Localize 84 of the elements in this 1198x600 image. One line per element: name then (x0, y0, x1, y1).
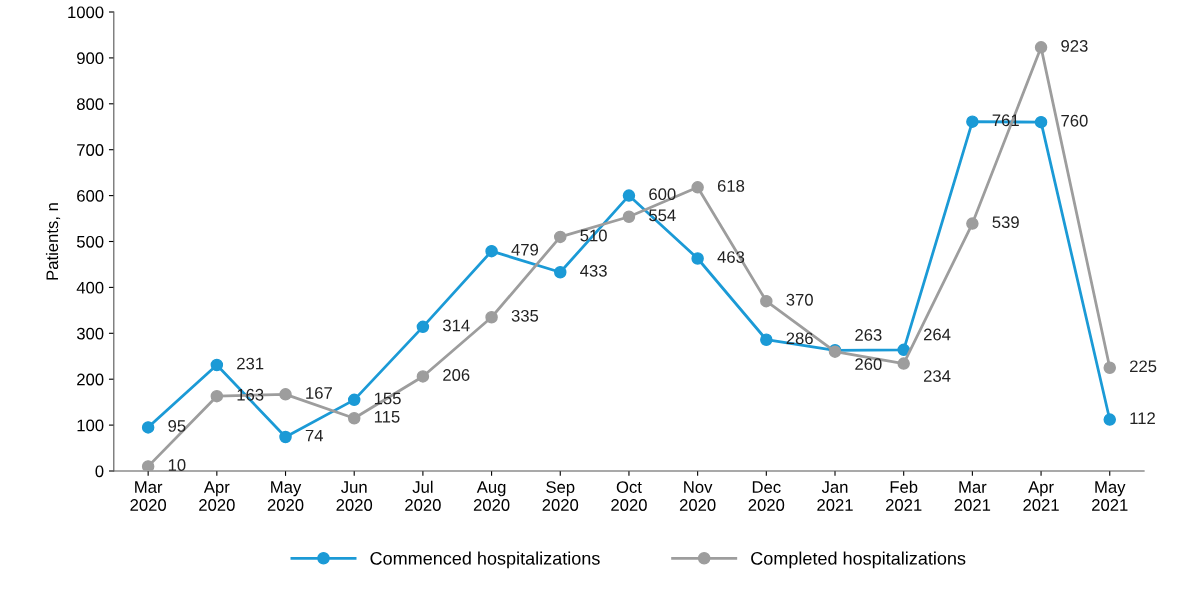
y-tick-label: 800 (77, 98, 104, 110)
point (554, 266, 567, 279)
data-label: 370 (786, 293, 813, 306)
y-tick-label: 0 (95, 465, 104, 478)
data-label: 463 (717, 251, 745, 263)
point (210, 358, 224, 372)
x-tick-label: Apr 2020 (199, 481, 235, 511)
x-tick-label: Aug 2020 (473, 481, 510, 511)
point (897, 343, 910, 357)
point (279, 430, 292, 444)
data-label: 260 (855, 358, 882, 371)
y-tick-label: 1000 (68, 6, 104, 19)
y-tick-label: 600 (77, 190, 104, 202)
x-tick-label: Dec 2020 (748, 481, 785, 511)
y-tick-label: 300 (76, 327, 104, 340)
x-tick-label: May 2020 (267, 481, 304, 511)
data-label: 314 (442, 319, 470, 332)
data-label: 923 (1061, 40, 1088, 52)
y-tick-label: 900 (77, 52, 104, 65)
data-label: 231 (237, 357, 264, 370)
point (691, 181, 704, 194)
point (141, 460, 155, 471)
data-label: 163 (237, 388, 264, 401)
data-label: 155 (374, 392, 401, 405)
point (347, 411, 361, 425)
x-tick-label: May 2021 (1092, 481, 1128, 511)
x-tick-label: Jun 2020 (336, 481, 373, 511)
point (347, 393, 361, 407)
point (210, 389, 224, 403)
point (1103, 361, 1116, 374)
point (897, 357, 910, 370)
point (1034, 41, 1048, 54)
data-label: 167 (306, 387, 332, 399)
data-label: 95 (168, 420, 186, 432)
x-tick-label: Jul 2020 (405, 480, 441, 511)
point (760, 294, 773, 308)
y-tick-label: 400 (76, 281, 104, 294)
x-tick-label: Oct 2020 (611, 481, 647, 511)
data-label: 479 (511, 243, 539, 256)
x-tick-label: Jan 2021 (817, 481, 853, 511)
x-tick-label: Sep 2020 (542, 481, 579, 511)
data-label: 115 (374, 411, 400, 423)
x-tick-label: Mar 2020 (130, 481, 167, 511)
legend-label: Completed hospitalizations (751, 551, 966, 569)
data-label: 234 (923, 370, 951, 382)
point (691, 252, 704, 265)
x-tick-label: Feb 2021 (885, 480, 922, 511)
data-label: 10 (168, 459, 186, 471)
y-tick-label: 200 (77, 373, 104, 386)
data-label: 433 (580, 264, 607, 277)
point (416, 370, 430, 383)
point (485, 310, 498, 324)
point (554, 230, 567, 244)
point (279, 388, 292, 401)
point (416, 320, 430, 334)
point (966, 217, 979, 230)
data-label: 263 (855, 329, 882, 341)
data-label: 225 (1130, 360, 1157, 373)
data-label: 112 (1130, 412, 1155, 424)
data-label: 286 (786, 332, 813, 345)
y-tick-label: 700 (77, 144, 104, 156)
legend-label: Commenced hospitalizations (370, 551, 600, 569)
point (622, 189, 636, 202)
x-tick-label: Apr 2021 (1023, 481, 1059, 511)
point (966, 115, 979, 128)
data-label: 539 (992, 216, 1019, 229)
point (622, 210, 636, 223)
point (485, 244, 498, 258)
data-label: 618 (717, 180, 745, 192)
data-label: 264 (923, 328, 951, 341)
x-tick-label: Mar 2021 (954, 481, 991, 511)
data-label: 760 (1061, 114, 1088, 127)
y-tick-label: 100 (77, 419, 104, 432)
y-tick-label: 500 (76, 235, 104, 248)
point (1103, 413, 1116, 426)
data-label: 600 (649, 188, 676, 201)
data-label: 335 (511, 309, 539, 322)
data-label: 206 (443, 369, 470, 381)
x-tick-label: Nov 2020 (679, 481, 716, 511)
data-label: 74 (305, 429, 324, 442)
point (1034, 115, 1048, 129)
y-axis-title: Patients, n (45, 203, 61, 280)
point (760, 333, 773, 346)
point (141, 421, 155, 434)
